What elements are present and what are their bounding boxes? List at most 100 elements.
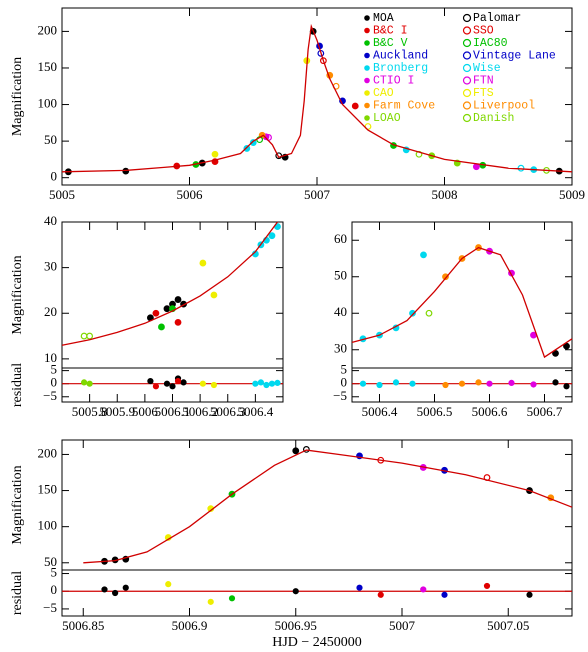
y-tick-label: 0 — [341, 375, 348, 390]
x-tick-label: 5006.4 — [362, 404, 398, 419]
data-point — [292, 447, 300, 455]
legend-label: B&C I — [373, 25, 408, 38]
residual-point — [377, 591, 384, 598]
residual-point — [163, 380, 171, 387]
model-curve — [83, 449, 573, 564]
data-point — [174, 296, 182, 303]
residual-point — [530, 381, 537, 388]
legend-marker — [462, 101, 472, 110]
legend-marker — [364, 27, 370, 34]
residual-label: residual — [10, 363, 25, 407]
plot-frame — [61, 439, 573, 617]
y-tick-label: −5 — [43, 600, 57, 615]
residual-point — [86, 380, 93, 387]
data-point — [409, 309, 416, 317]
residual-point — [210, 381, 218, 389]
y-tick-label: 0 — [51, 582, 58, 597]
y-tick-label: 20 — [44, 304, 57, 319]
residual-point — [81, 379, 88, 386]
legend-label: CAO — [373, 87, 394, 100]
residual-point — [268, 380, 276, 387]
y-tick-label: 100 — [38, 96, 58, 111]
x-tick-label: 5007.05 — [487, 618, 529, 633]
legend-label: CTIO I — [373, 75, 414, 88]
residual-point — [392, 379, 400, 386]
data-point — [86, 332, 94, 340]
legend-marker — [462, 13, 472, 23]
legend-marker — [462, 51, 472, 60]
data-point — [268, 232, 276, 240]
legend-marker — [462, 76, 472, 85]
legend-marker — [462, 26, 472, 35]
x-tick-label: 5005.9 — [99, 404, 135, 419]
x-tick-label: 5006.3 — [210, 404, 246, 419]
legend-marker — [364, 90, 370, 96]
y-tick-label: 50 — [334, 268, 347, 283]
x-tick-label: 5006.9 — [172, 618, 208, 633]
legend-label: Bronberg — [373, 62, 428, 75]
data-point — [243, 145, 251, 152]
residual-point — [122, 584, 129, 591]
residual-point — [199, 380, 206, 387]
residual-point — [420, 586, 427, 593]
y-axis-label: Magnification — [10, 465, 25, 544]
data-point — [152, 309, 160, 317]
legend-marker — [364, 77, 370, 84]
y-tick-label: 0 — [51, 375, 58, 390]
y-tick-label: −5 — [43, 388, 57, 403]
residual-point — [165, 581, 172, 588]
legend-marker — [462, 88, 472, 98]
y-tick-label: 50 — [44, 132, 57, 147]
y-tick-label: 5 — [51, 565, 58, 580]
legend-label: Danish — [473, 112, 514, 125]
legend-marker — [462, 113, 472, 123]
residual-point — [508, 379, 515, 387]
data-point — [319, 57, 327, 65]
residual-point — [147, 377, 154, 385]
residual-point — [252, 380, 259, 387]
data-point — [552, 350, 559, 357]
residual-point — [359, 380, 367, 387]
x-tick-label: 5006.85 — [62, 618, 104, 633]
data-point — [302, 445, 310, 453]
residual-point — [442, 381, 449, 389]
residual-point — [228, 595, 236, 602]
residual-point — [292, 588, 299, 595]
y-tick-label: 0 — [51, 169, 58, 184]
y-tick-label: 150 — [38, 482, 58, 497]
residual-point — [169, 383, 176, 390]
x-axis-label: HJD − 2450000 — [272, 635, 362, 650]
residual-point — [376, 381, 383, 389]
residual-point — [112, 589, 119, 597]
legend-marker — [364, 115, 370, 121]
data-point — [472, 163, 480, 171]
x-tick-label: 5006.4 — [238, 404, 274, 419]
legend-label: SSO — [473, 25, 494, 38]
x-tick-label: 5006.1 — [155, 404, 191, 419]
residual-point — [180, 379, 187, 386]
data-point — [122, 167, 130, 175]
residual-point — [257, 379, 264, 386]
data-point — [174, 318, 182, 326]
data-point — [425, 309, 433, 317]
legend-label: FTS — [473, 87, 494, 100]
y-axis-label: Magnification — [10, 57, 25, 136]
legend-label: Palomar — [473, 12, 521, 25]
residual-point — [174, 377, 182, 385]
residual-point — [563, 383, 570, 390]
y-tick-label: 200 — [38, 445, 58, 460]
model-curve — [351, 246, 573, 359]
legend-label: Auckland — [373, 50, 428, 63]
y-tick-label: 30 — [44, 259, 57, 274]
residual-point — [552, 379, 559, 386]
legend-marker — [462, 38, 472, 48]
residual-point — [274, 379, 281, 387]
residual-point — [475, 379, 482, 386]
residual-point — [526, 591, 533, 598]
x-tick-label: 5006 — [177, 187, 204, 202]
y-tick-label: 10 — [44, 350, 57, 365]
residual-point — [356, 584, 363, 591]
x-tick-label: 5007 — [389, 618, 416, 633]
data-point — [351, 102, 359, 110]
x-tick-label: 5006.2 — [182, 404, 218, 419]
